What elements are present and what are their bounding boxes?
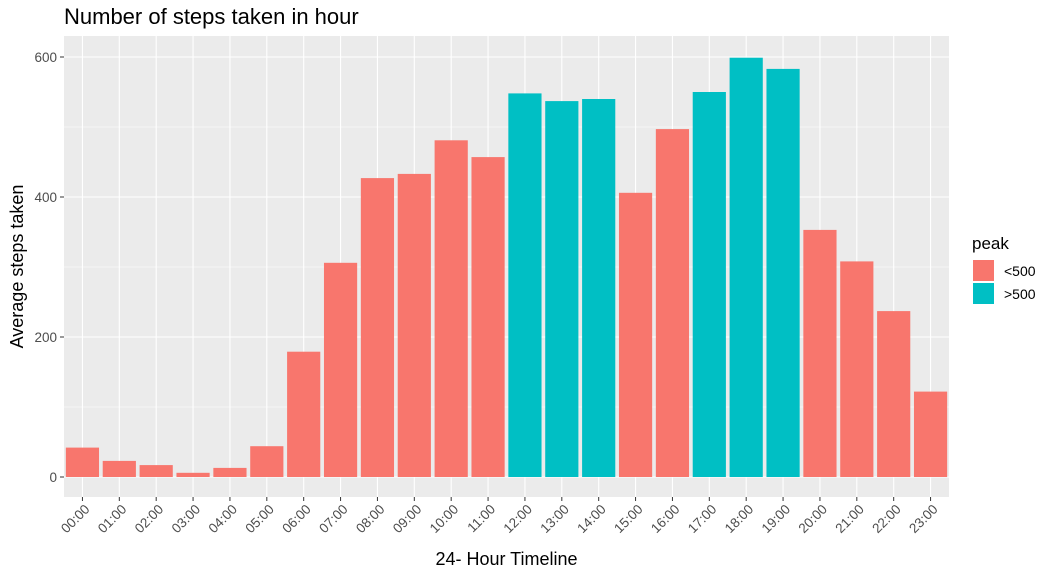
bar-1800 [729,57,763,477]
x-tick-label: 23:00 [906,502,941,537]
x-tick-label: 15:00 [611,502,646,537]
bar-1100 [471,157,505,477]
y-tick-label: 200 [34,330,57,345]
x-tick-label: 04:00 [206,502,241,537]
legend-items: <500 >500 [973,260,1036,304]
legend-swatch [973,283,994,304]
x-tick-label: 18:00 [722,502,757,537]
x-tick-label: 17:00 [685,502,720,537]
y-axis: 0 200 400 600 [34,50,64,485]
x-tick-label: 06:00 [279,502,314,537]
x-tick-label: 12:00 [501,502,536,537]
legend: peak <500 >500 [972,234,1036,304]
y-tick-label: 0 [49,470,57,485]
bar-2000 [803,229,837,477]
x-tick-label: 22:00 [869,502,904,537]
x-tick-label: 20:00 [796,502,831,537]
bar-0100 [102,460,136,477]
bar-1700 [692,92,726,477]
bar-0400 [213,467,247,477]
x-tick-label: 13:00 [537,502,572,537]
x-axis: 00:00 01:00 02:00 03:00 04:00 05:00 06:00 07:00… [58,497,941,536]
bar-0600 [287,351,321,477]
x-tick-label: 00:00 [58,502,93,537]
bar-1300 [545,101,579,477]
plot-panel [64,36,949,497]
bar-1600 [655,129,690,477]
x-axis-title: 24- Hour Timeline [435,549,577,569]
x-tick-label: 07:00 [316,502,351,537]
x-tick-label: 05:00 [242,502,277,537]
bar-0200 [139,465,173,477]
bar-1000 [434,140,468,478]
x-tick-label: 16:00 [648,502,683,537]
x-tick-label: 03:00 [169,502,204,537]
legend-swatch [973,260,994,281]
x-tick-label: 09:00 [390,502,425,537]
y-tick-label: 400 [34,190,57,205]
legend-label: >500 [1004,286,1036,302]
bar-0300 [176,472,210,477]
grid-minor [64,126,949,408]
bar-0700 [323,262,358,477]
y-axis-title: Average steps taken [7,185,27,349]
bars [65,57,948,478]
x-tick-label: 19:00 [759,502,794,537]
bar-2300 [913,391,948,477]
bar-1900 [766,68,800,478]
bar-1400 [582,99,616,477]
bar-1200 [508,93,542,478]
chart-title: Number of steps taken in hour [64,4,359,29]
x-tick-label: 14:00 [574,502,609,537]
bar-1500 [618,192,653,478]
legend-title: peak [972,234,1009,253]
y-tick-label: 600 [34,50,57,65]
bar-0500 [250,446,284,477]
bar-2200 [877,311,911,477]
bar-0900 [397,173,431,477]
bar-0000 [65,447,100,477]
bar-2100 [840,261,874,477]
x-tick-label: 10:00 [427,502,462,537]
x-tick-label: 08:00 [353,502,388,537]
x-tick-label: 21:00 [832,502,867,537]
x-tick-label: 11:00 [464,502,498,536]
x-tick-label: 01:00 [95,502,130,537]
x-tick-label: 02:00 [132,502,167,537]
legend-label: <500 [1004,263,1036,279]
bar-0800 [360,178,395,477]
